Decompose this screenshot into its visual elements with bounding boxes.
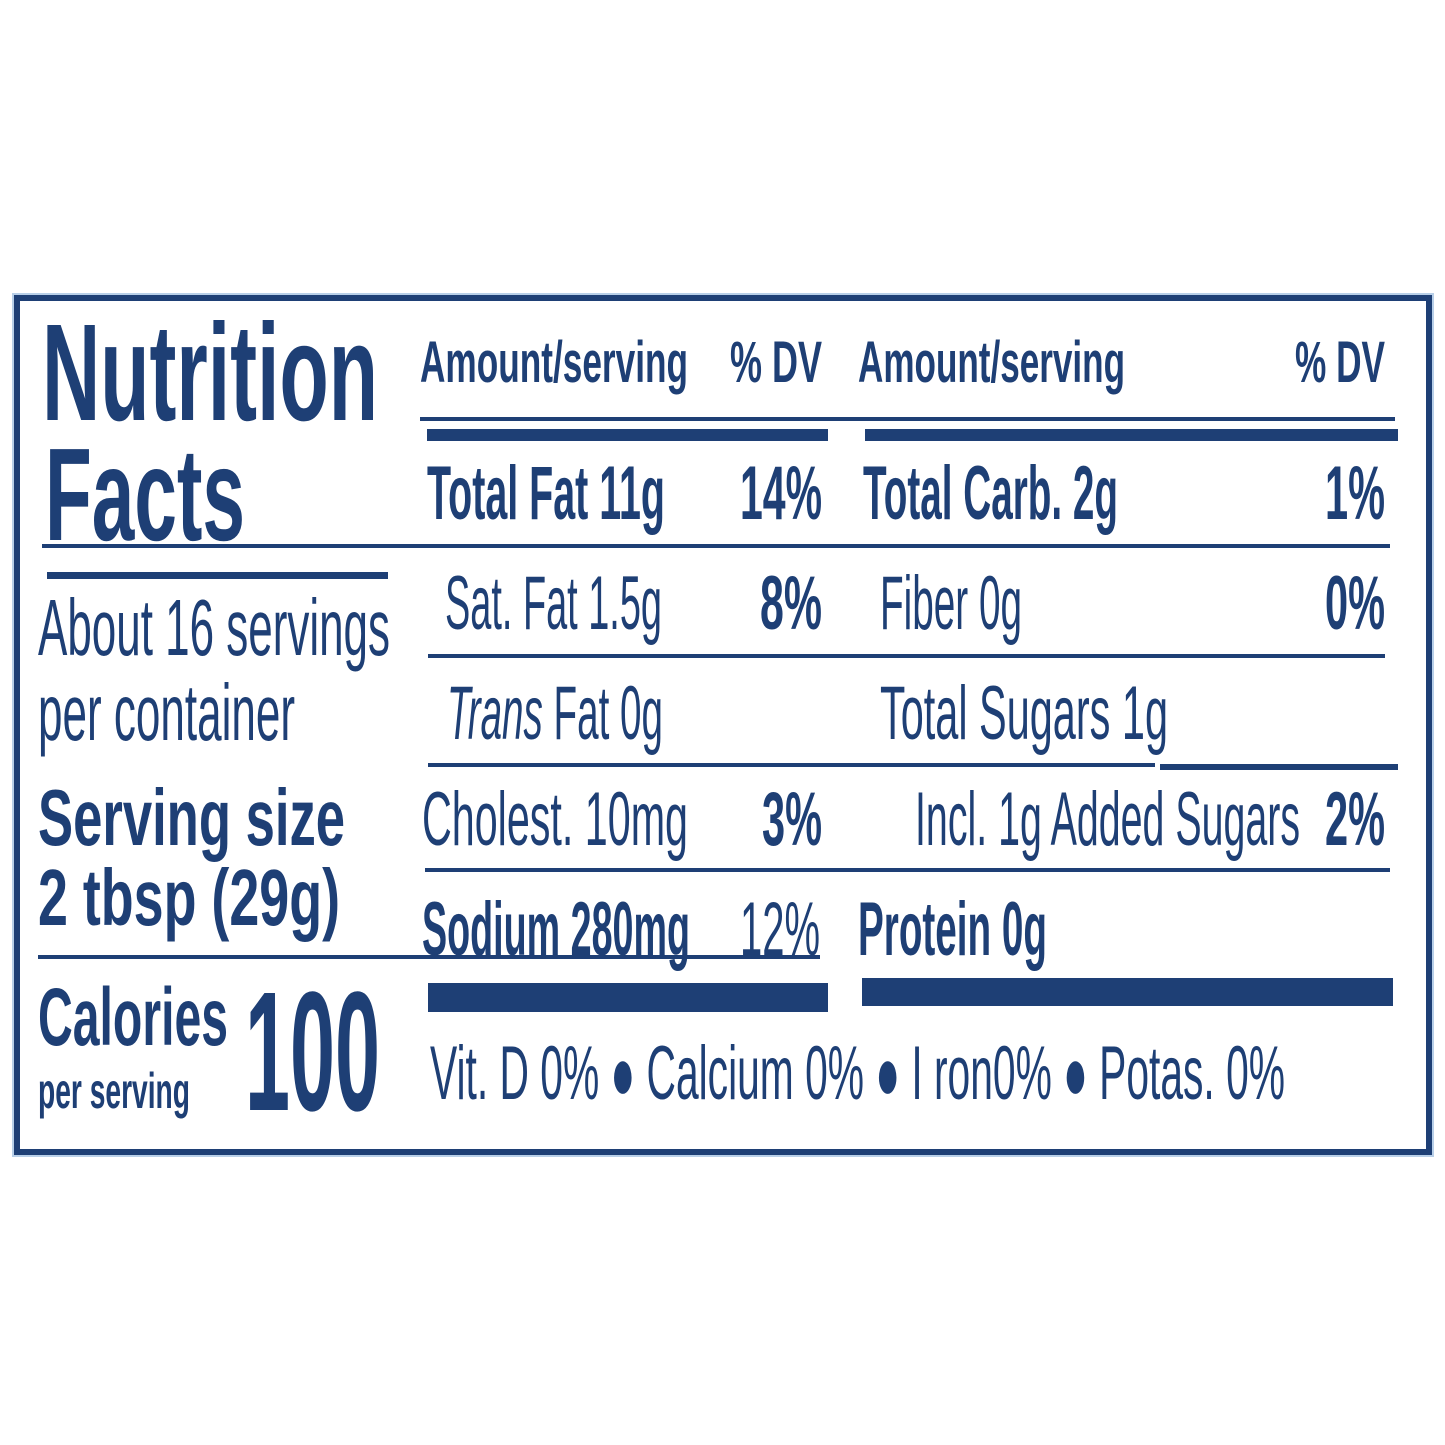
header-dv-right: % DV [1295,330,1385,395]
total-carb-dv: 1% [1325,451,1385,536]
fiber-dv: 0% [1325,561,1385,646]
servings-per-container-2: per container [38,668,295,757]
divider [1160,764,1398,770]
trans-fat-label: Trans Fat 0g [447,676,663,752]
sodium-label: Sodium 280mg [422,887,690,972]
total-fat-dv: 14% [740,451,822,536]
divider [428,654,1385,658]
trans-italic: Trans [447,671,543,756]
trans-fat-rest: Fat 0g [542,671,663,756]
thick-bar [428,983,828,1012]
vitamins-minerals: Vit. D 0% ● Calcium 0% ● I ron0% ● Potas… [430,1031,1285,1116]
cholesterol-label: Cholest. 10mg [422,777,688,862]
thick-bar [862,978,1393,1006]
divider [420,417,1395,421]
sat-fat-label: Sat. Fat 1.5g [445,561,662,646]
thick-bar [427,429,828,441]
title-facts: Facts [45,421,245,568]
divider [47,572,388,579]
divider [425,868,1390,872]
divider [428,763,1155,767]
thick-bar [865,429,1398,441]
serving-size-value: 2 tbsp (29g) [38,853,340,942]
calories-per-serving: per serving [38,1063,190,1119]
divider [38,955,820,959]
header-dv-left: % DV [730,330,822,395]
sat-fat-dv: 8% [760,561,822,646]
added-sugars-dv: 2% [1325,777,1385,862]
total-sugars-label: Total Sugars 1g [880,671,1168,756]
added-sugars-label: Incl. 1g Added Sugars [915,777,1300,862]
servings-per-container: About 16 servings [38,583,390,672]
fiber-label: Fiber 0g [880,561,1022,646]
calories-label: Calories [38,972,228,1063]
total-fat-label: Total Fat 11g [427,451,665,536]
header-amount-left: Amount/serving [420,330,688,395]
calories-value: 100 [245,957,380,1147]
nutrition-facts-panel [14,295,1432,1155]
total-carb-label: Total Carb. 2g [863,451,1118,536]
title-nutrition: Nutrition [42,296,378,450]
divider [42,544,1390,548]
protein-label: Protein 0g [858,887,1047,972]
serving-size-label: Serving size [38,773,345,862]
sodium-dv: 12% [740,887,820,972]
cholesterol-dv: 3% [762,777,822,862]
header-amount-right: Amount/serving [858,330,1125,395]
